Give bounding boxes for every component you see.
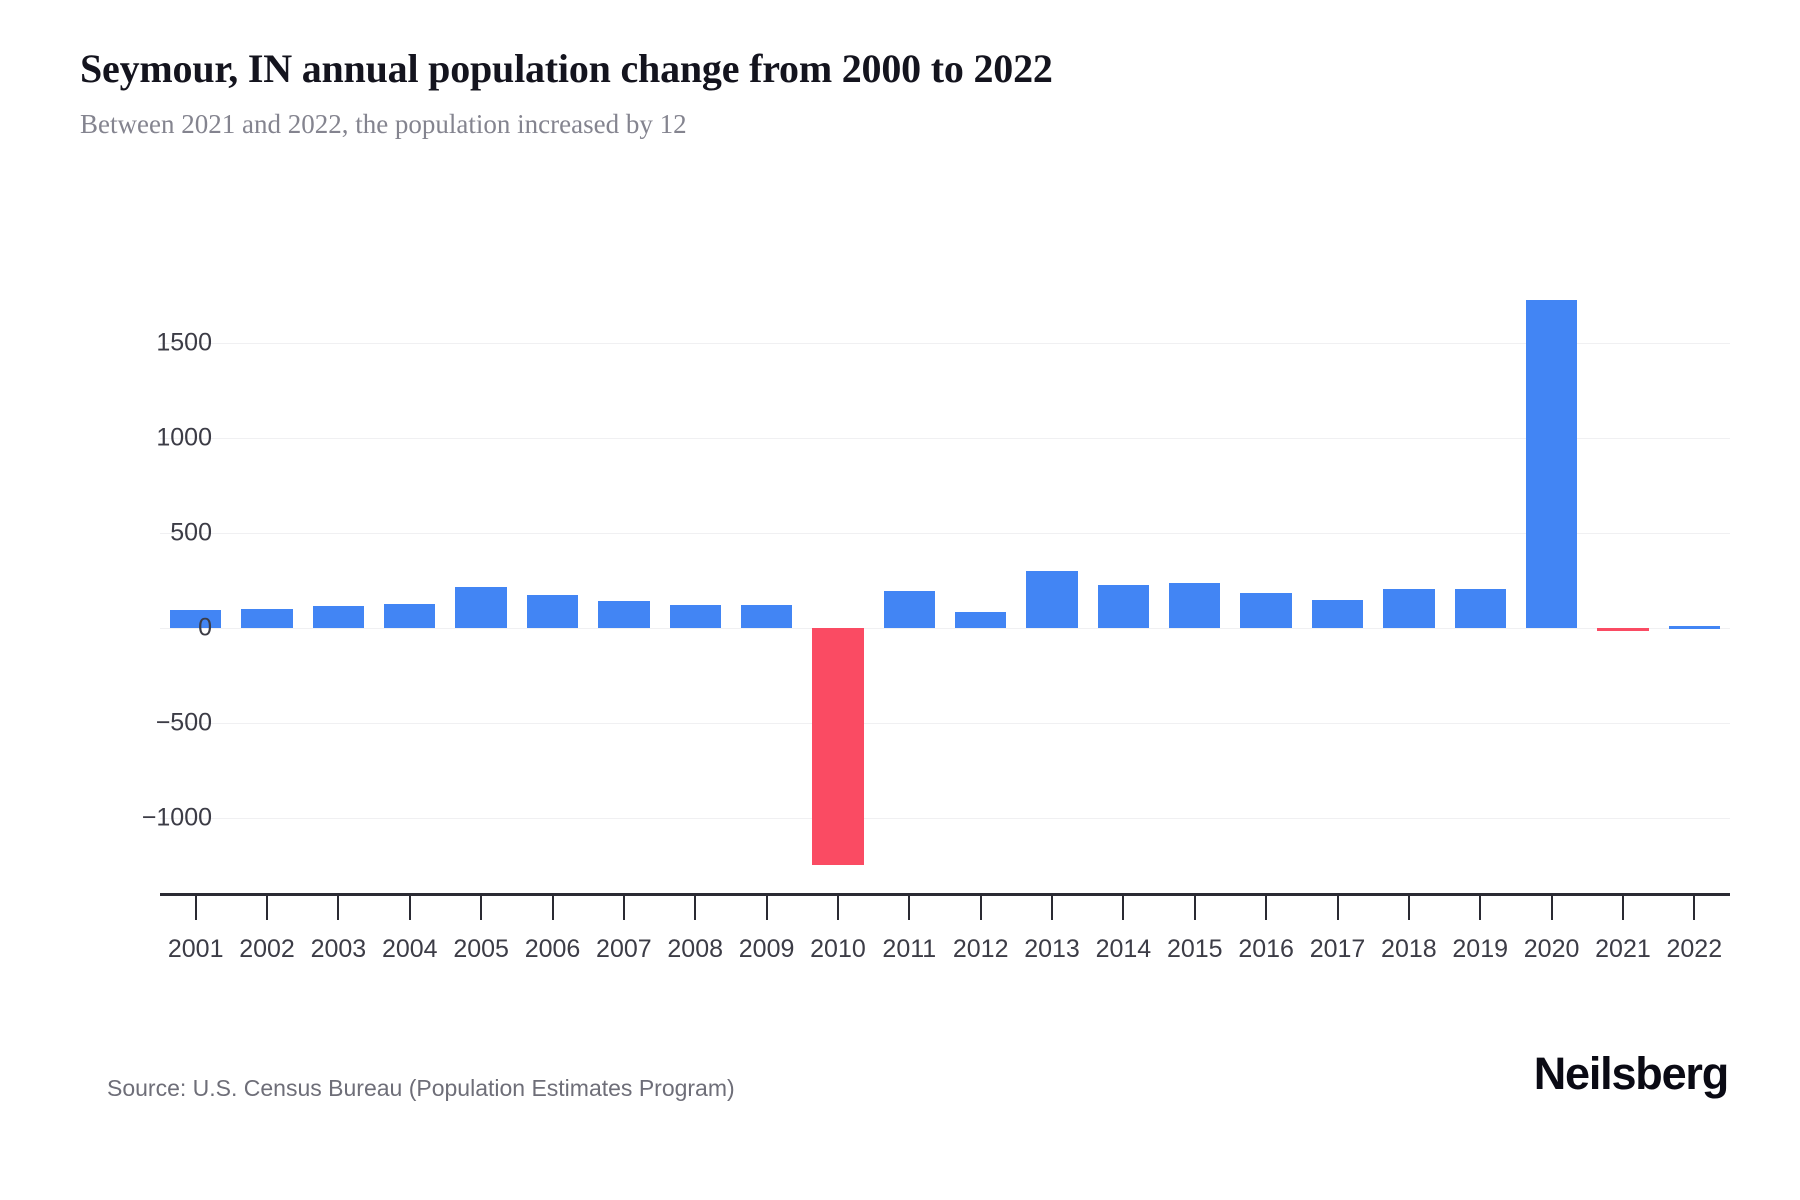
x-axis-tick-label: 2017 <box>1309 935 1366 963</box>
x-axis-tick-mark <box>836 893 839 920</box>
brand-logo: Neilsberg <box>1533 1048 1729 1099</box>
x-axis-tick-label: 2020 <box>1523 935 1580 963</box>
x-axis-tick-mark <box>266 893 269 920</box>
x-axis-tick-label: 2018 <box>1381 935 1437 963</box>
x-axis-tick-mark <box>337 893 340 920</box>
bar-2003[interactable] <box>312 606 365 628</box>
bar-2015[interactable] <box>1169 583 1221 628</box>
x-axis-tick-label: 2007 <box>596 935 652 963</box>
x-axis-tick-label: 2019 <box>1452 935 1509 963</box>
bar-2010[interactable] <box>812 628 864 865</box>
x-axis-tick-mark <box>1336 893 1339 920</box>
bar-2020[interactable] <box>1525 300 1578 628</box>
bar-2021[interactable] <box>1597 628 1649 631</box>
gridline <box>160 438 1730 439</box>
page-title: Seymour, IN annual population change fro… <box>80 46 1053 91</box>
y-axis-tick-label: −500 <box>155 708 212 737</box>
x-axis-tick-mark <box>1479 893 1482 920</box>
chart-header: Seymour, IN annual population change fro… <box>80 46 1720 140</box>
x-axis-tick-mark <box>551 893 554 920</box>
gridline <box>160 343 1730 344</box>
bar-2006[interactable] <box>526 594 579 628</box>
gridline <box>160 533 1730 534</box>
x-axis-tick-label: 2004 <box>381 935 438 963</box>
x-axis-tick-mark <box>480 893 483 920</box>
x-axis-tick-mark <box>908 893 911 920</box>
bar-2022[interactable] <box>1668 625 1720 629</box>
x-axis-tick-mark <box>694 893 697 920</box>
x-axis-tick-mark <box>408 893 411 920</box>
x-axis-tick-label: 2016 <box>1238 935 1294 963</box>
source-note: Source: U.S. Census Bureau (Population E… <box>107 1075 735 1101</box>
bar-2007[interactable] <box>598 601 650 628</box>
x-axis-tick-label: 2003 <box>310 935 367 963</box>
x-axis-tick-label: 2014 <box>1095 935 1152 963</box>
x-axis-tick-mark <box>1407 893 1410 920</box>
x-axis-tick-mark <box>979 893 982 920</box>
x-axis-tick-label: 2009 <box>738 935 795 963</box>
bar-2016[interactable] <box>1240 592 1292 628</box>
x-axis-tick-mark <box>1265 893 1268 920</box>
bar-2017[interactable] <box>1311 599 1364 628</box>
gridline <box>160 818 1730 819</box>
bar-2009[interactable] <box>740 605 793 628</box>
x-axis-tick-label: 2008 <box>667 935 724 963</box>
x-axis-tick-mark <box>1122 893 1125 920</box>
bar-2002[interactable] <box>241 609 293 628</box>
bar-2014[interactable] <box>1097 585 1150 628</box>
x-axis-tick-mark <box>1193 893 1196 920</box>
x-axis-tick-label: 2001 <box>167 935 224 963</box>
gridline <box>160 723 1730 724</box>
x-axis-tick-mark <box>1693 893 1696 920</box>
y-axis-tick-label: 1500 <box>156 328 212 357</box>
gridline <box>160 628 1730 629</box>
y-axis-tick-label: 1000 <box>156 423 212 452</box>
bar-2012[interactable] <box>954 611 1007 628</box>
x-axis-tick-label: 2015 <box>1166 935 1223 963</box>
x-axis-tick-label: 2022 <box>1666 935 1723 963</box>
x-axis-tick-mark <box>765 893 768 920</box>
x-axis-tick-mark <box>1051 893 1054 920</box>
x-axis-tick-label: 2002 <box>239 935 295 963</box>
bar-2008[interactable] <box>669 605 721 628</box>
bar-2005[interactable] <box>455 587 507 628</box>
x-axis-tick-label: 2005 <box>453 935 509 963</box>
x-axis-tick-label: 2021 <box>1595 935 1651 963</box>
x-axis-tick-mark <box>622 893 625 920</box>
x-axis-tick-label: 2013 <box>1024 935 1080 963</box>
x-axis-tick-label: 2006 <box>524 935 581 963</box>
x-axis-tick-mark <box>1550 893 1553 920</box>
bar-2011[interactable] <box>883 590 935 628</box>
bars-group <box>160 250 1730 890</box>
chart-subtitle: Between 2021 and 2022, the population in… <box>80 109 687 139</box>
bar-2019[interactable] <box>1454 589 1506 628</box>
y-axis-tick-label: 500 <box>170 518 212 547</box>
bar-2001[interactable] <box>169 609 222 628</box>
bar-2018[interactable] <box>1383 589 1435 628</box>
x-axis-tick-label: 2012 <box>952 935 1009 963</box>
y-axis-tick-label: 0 <box>198 613 212 642</box>
x-axis-tick-label: 2010 <box>810 935 866 963</box>
plot-canvas <box>160 250 1730 890</box>
x-axis-tick-label: 2011 <box>882 935 937 963</box>
bar-2013[interactable] <box>1026 571 1078 628</box>
bar-2004[interactable] <box>384 604 436 628</box>
y-axis-tick-label: −1000 <box>141 803 212 832</box>
x-axis-tick-mark <box>194 893 197 920</box>
x-axis-line <box>160 893 1730 896</box>
x-axis-tick-mark <box>1621 893 1624 920</box>
